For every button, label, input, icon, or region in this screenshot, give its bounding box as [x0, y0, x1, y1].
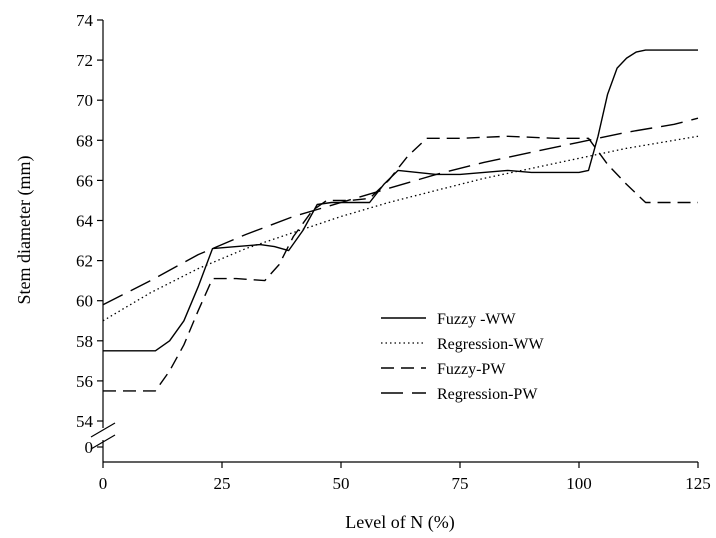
x-tick-label: 0: [99, 474, 108, 493]
legend-label-2: Regression-WW: [437, 336, 545, 353]
y-axis-title: Stem diameter (mm): [14, 156, 35, 305]
y-tick-label: 66: [76, 171, 93, 190]
y-tick-label: 60: [76, 292, 93, 311]
y-tick-label: 74: [76, 11, 94, 30]
x-tick-label: 25: [214, 474, 231, 493]
series-line-1: [103, 49, 698, 352]
series-line-2: [102, 135, 699, 322]
legend: Fuzzy -WW Regression-WW Fuzzy-PW Regression…: [381, 311, 545, 403]
legend-label-4: Regression-PW: [437, 386, 538, 403]
x-tick-label: 50: [333, 474, 350, 493]
y-tick-label: 62: [76, 252, 93, 271]
y-tick-label: 72: [76, 51, 93, 70]
x-axis-title: Level of N (%): [345, 512, 454, 533]
series-layer: [102, 49, 699, 392]
x-tick-label: 125: [685, 474, 711, 493]
legend-label-1: Fuzzy -WW: [437, 311, 517, 328]
y-tick-label: 68: [76, 131, 93, 150]
y-tick-label: 70: [76, 91, 93, 110]
series-line-3: [103, 135, 698, 392]
x-tick-label: 75: [452, 474, 469, 493]
legend-label-3: Fuzzy-PW: [437, 361, 506, 378]
y-tick-label-zero: 0: [85, 438, 94, 457]
y-tick-label: 58: [76, 332, 93, 351]
y-tick-label: 54: [76, 412, 94, 431]
axes: 54 56 58 60 62 64 66 68 70 72 74 00 25 50 75 100 125: [76, 11, 711, 493]
axis-break-mark: [90, 422, 116, 438]
x-tick-label: 100: [566, 474, 592, 493]
axis-break-mark: [90, 434, 116, 450]
y-tick-label: 56: [76, 372, 93, 391]
series-line-4: [102, 117, 699, 306]
y-tick-label: 64: [76, 212, 94, 231]
